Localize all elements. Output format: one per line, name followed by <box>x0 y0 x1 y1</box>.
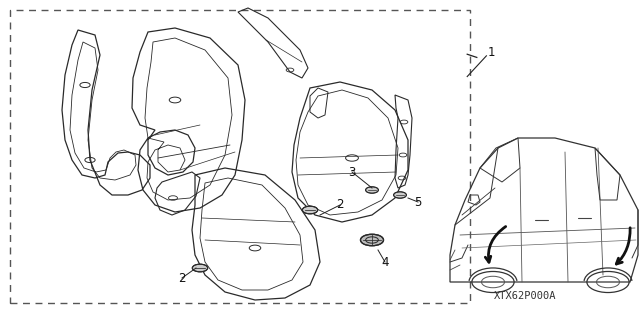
Text: 5: 5 <box>414 196 422 209</box>
Text: 4: 4 <box>381 256 388 269</box>
Text: 3: 3 <box>348 166 356 179</box>
Text: XTX62P000A: XTX62P000A <box>493 292 556 301</box>
Text: 2: 2 <box>179 271 186 285</box>
Circle shape <box>192 264 208 272</box>
Circle shape <box>394 192 406 198</box>
Circle shape <box>302 206 317 214</box>
Bar <box>10 10 470 303</box>
Circle shape <box>365 187 378 193</box>
Text: 2: 2 <box>336 198 344 211</box>
Text: 1: 1 <box>488 46 495 59</box>
Circle shape <box>360 234 383 246</box>
